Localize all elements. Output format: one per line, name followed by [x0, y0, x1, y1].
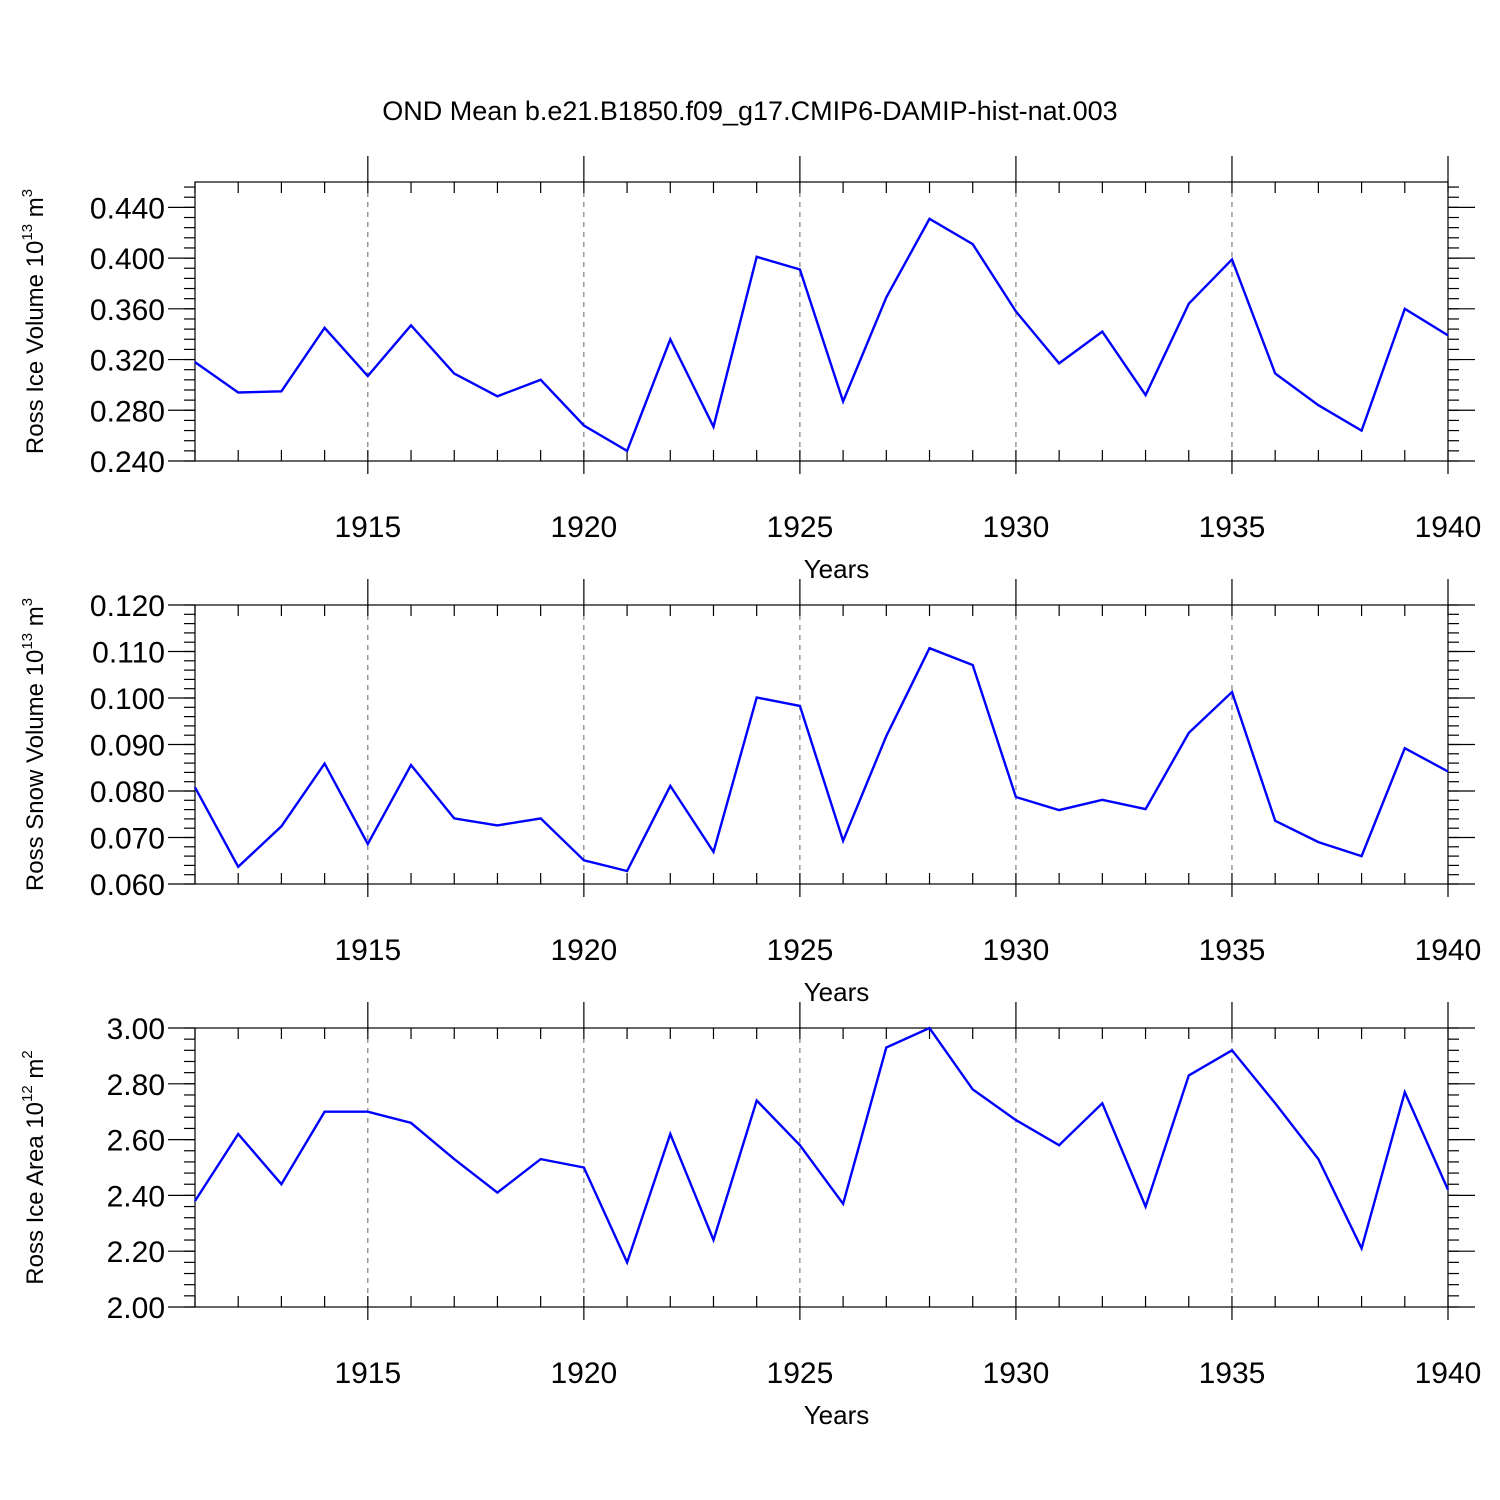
x-tick-label: 1940 — [1415, 511, 1482, 544]
panels: 0.240 0.280 0.320 0.360 0.400 0.440 1915 1920 19… — [19, 156, 1481, 1430]
x-tick-label: 1925 — [767, 934, 834, 967]
chart-title: OND Mean b.e21.B1850.f09_g17.CMIP6-DAMIP… — [382, 96, 1117, 126]
y-tick-label: 0.320 — [90, 345, 165, 378]
x-tick-label: 1935 — [1199, 934, 1266, 967]
y-axis-label-unit: m — [22, 1059, 49, 1086]
plot-frame — [194, 181, 1449, 462]
y-tick-label: 0.100 — [90, 683, 165, 716]
y-tick-label: 0.240 — [90, 446, 165, 479]
y-axis-label-unit-exponent: 3 — [19, 189, 36, 197]
y-tick-label: 0.120 — [90, 590, 165, 623]
x-tick-label: 1940 — [1415, 934, 1482, 967]
x-tick-label: 1915 — [334, 1357, 401, 1390]
y-axis-label-text: Ross Ice Volume 10 — [22, 241, 49, 454]
series-line — [193, 1026, 1450, 1266]
x-tick-label: 1920 — [550, 1357, 617, 1390]
panel-2: 0.060 0.070 0.080 0.090 0.100 0.110 0.120 1915 1… — [19, 579, 1481, 1007]
x-tick-label: 1920 — [550, 511, 617, 544]
y-axis-label-text: Ross Ice Area 10 — [22, 1102, 49, 1285]
x-tick-label: 1940 — [1415, 1357, 1482, 1390]
y-tick-label: 2.60 — [107, 1125, 165, 1158]
y-axis-label-unit-exponent: 3 — [19, 598, 36, 606]
y-axis-label-text: Ross Snow Volume 10 — [22, 650, 49, 891]
panel-3: 2.00 2.20 2.40 2.60 2.80 3.00 1915 1920 1925 1930… — [19, 1002, 1481, 1430]
y-axis-label-unit-exponent: 2 — [19, 1050, 36, 1058]
x-axis-label: Years — [804, 554, 870, 584]
y-tick-label: 3.00 — [107, 1013, 165, 1046]
y-tick-label: 0.090 — [90, 730, 165, 763]
x-tick-label: 1935 — [1199, 511, 1266, 544]
y-tick-label: 0.360 — [90, 294, 165, 327]
x-tick-label: 1925 — [767, 511, 834, 544]
y-tick-label: 0.440 — [90, 192, 165, 225]
y-tick-label: 0.280 — [90, 395, 165, 428]
y-tick-label: 2.40 — [107, 1180, 165, 1213]
x-tick-label: 1935 — [1199, 1357, 1266, 1390]
y-tick-label: 0.060 — [90, 869, 165, 902]
x-tick-label: 1915 — [334, 934, 401, 967]
y-tick-label: 0.110 — [92, 637, 165, 670]
y-tick-label: 2.20 — [107, 1236, 165, 1269]
y-axis-label-exponent: 13 — [19, 633, 36, 650]
y-tick-label: 2.00 — [107, 1292, 165, 1325]
series-line — [194, 217, 1449, 453]
y-axis-label-exponent: 13 — [19, 224, 36, 241]
x-tick-label: 1930 — [983, 511, 1050, 544]
y-axis-label-unit: m — [22, 197, 49, 224]
y-axis-label: Ross Ice Area 1012 m2 — [19, 1050, 49, 1284]
plot-frame — [194, 604, 1449, 885]
y-axis-label-unit: m — [22, 606, 49, 633]
x-tick-label: 1930 — [983, 1357, 1050, 1390]
y-axis-label: Ross Ice Volume 1013 m3 — [19, 189, 49, 454]
x-tick-label: 1920 — [550, 934, 617, 967]
x-tick-label: 1915 — [334, 511, 401, 544]
y-tick-label: 0.400 — [90, 243, 165, 276]
y-axis-label-exponent: 12 — [19, 1085, 36, 1102]
panel-1: 0.240 0.280 0.320 0.360 0.400 0.440 1915 1920 19… — [19, 156, 1481, 584]
y-axis-label: Ross Snow Volume 1013 m3 — [19, 598, 49, 891]
series-line — [193, 646, 1449, 873]
x-axis-label: Years — [804, 977, 870, 1007]
x-axis-label: Years — [804, 1400, 870, 1430]
y-tick-label: 0.080 — [90, 776, 165, 809]
y-tick-label: 2.80 — [107, 1069, 165, 1102]
x-tick-label: 1925 — [767, 1357, 834, 1390]
x-tick-label: 1930 — [983, 934, 1050, 967]
plot-frame — [194, 1027, 1449, 1308]
y-tick-label: 0.070 — [90, 823, 165, 856]
